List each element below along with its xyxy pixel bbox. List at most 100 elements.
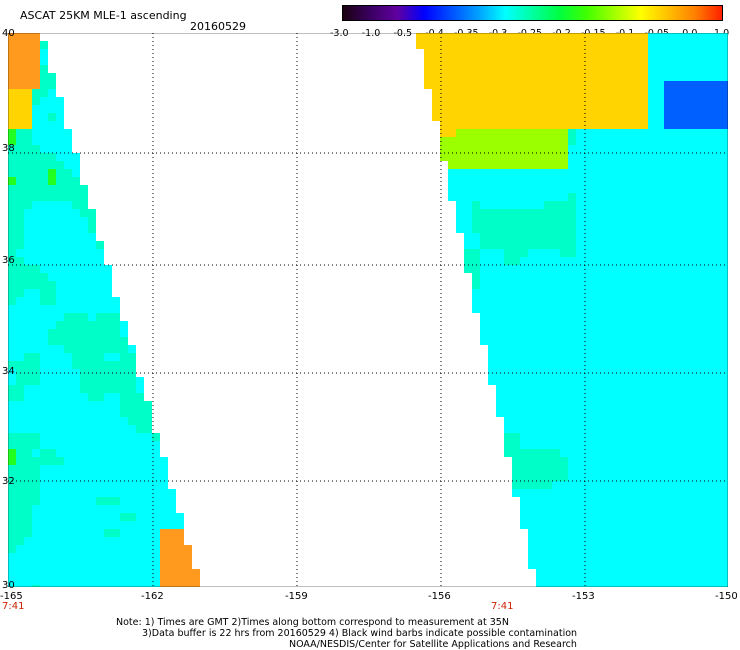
wind-cell: [488, 313, 496, 321]
wind-cell: [712, 241, 720, 249]
wind-cell: [16, 161, 24, 169]
wind-cell: [24, 201, 32, 209]
wind-cell: [656, 265, 664, 273]
wind-cell: [592, 177, 600, 185]
wind-cell: [512, 209, 520, 217]
wind-cell: [648, 49, 656, 57]
wind-cell: [48, 249, 56, 257]
wind-cell: [592, 73, 600, 81]
wind-cell: [712, 457, 720, 465]
wind-cell: [80, 217, 88, 225]
wind-cell: [608, 465, 616, 473]
wind-cell: [576, 217, 584, 225]
wind-cell: [160, 481, 168, 489]
wind-cell: [56, 569, 64, 577]
wind-cell: [136, 417, 144, 425]
wind-cell: [96, 361, 104, 369]
wind-cell: [640, 409, 648, 417]
wind-cell: [592, 321, 600, 329]
wind-cell: [56, 433, 64, 441]
wind-cell: [696, 273, 704, 281]
wind-cell: [40, 481, 48, 489]
wind-cell: [72, 513, 80, 521]
wind-cell: [656, 33, 664, 41]
wind-cell: [480, 137, 488, 145]
note-line-2: 3)Data buffer is 22 hrs from 20160529 4)…: [142, 628, 578, 639]
wind-cell: [8, 433, 16, 441]
wind-cell: [8, 489, 16, 497]
wind-cell: [560, 129, 568, 137]
wind-cell: [656, 481, 664, 489]
wind-cell: [512, 177, 520, 185]
wind-cell: [552, 89, 560, 97]
wind-cell: [8, 249, 16, 257]
wind-cell: [72, 425, 80, 433]
wind-cell: [568, 409, 576, 417]
wind-cell: [64, 225, 72, 233]
wind-cell: [640, 505, 648, 513]
wind-cell: [80, 353, 88, 361]
wind-cell: [648, 233, 656, 241]
wind-cell: [96, 377, 104, 385]
wind-cell: [640, 385, 648, 393]
wind-cell: [64, 321, 72, 329]
wind-cell: [520, 377, 528, 385]
wind-cell: [584, 249, 592, 257]
wind-cell: [608, 569, 616, 577]
wind-cell: [576, 41, 584, 49]
wind-cell: [640, 233, 648, 241]
wind-cell: [112, 401, 120, 409]
wind-cell: [80, 505, 88, 513]
wind-cell: [712, 497, 720, 505]
wind-cell: [592, 33, 600, 41]
wind-cell: [512, 57, 520, 65]
wind-cell: [72, 225, 80, 233]
wind-cell: [544, 481, 552, 489]
wind-cell: [568, 97, 576, 105]
wind-cell: [696, 225, 704, 233]
wind-cell: [560, 521, 568, 529]
wind-cell: [672, 305, 680, 313]
wind-cell: [576, 537, 584, 545]
wind-cell: [624, 65, 632, 73]
wind-cell: [120, 425, 128, 433]
wind-cell: [72, 265, 80, 273]
wind-cell: [96, 569, 104, 577]
wind-cell: [112, 465, 120, 473]
wind-cell: [552, 265, 560, 273]
wind-cell: [8, 529, 16, 537]
wind-cell: [96, 329, 104, 337]
wind-cell: [88, 249, 96, 257]
wind-cell: [88, 273, 96, 281]
wind-cell: [616, 337, 624, 345]
wind-cell: [584, 345, 592, 353]
wind-cell: [464, 65, 472, 73]
wind-cell: [32, 185, 40, 193]
wind-cell: [80, 465, 88, 473]
wind-cell: [40, 281, 48, 289]
wind-cell: [48, 553, 56, 561]
wind-cell: [584, 193, 592, 201]
wind-cell: [680, 353, 688, 361]
wind-cell: [704, 513, 712, 521]
wind-cell: [48, 161, 56, 169]
wind-cell: [616, 105, 624, 113]
wind-cell: [720, 73, 728, 81]
wind-cell: [32, 513, 40, 521]
wind-cell: [560, 201, 568, 209]
wind-cell: [104, 289, 112, 297]
wind-cell: [672, 505, 680, 513]
wind-cell: [592, 265, 600, 273]
wind-cell: [24, 305, 32, 313]
wind-cell: [536, 217, 544, 225]
wind-cell: [528, 545, 536, 553]
wind-cell: [464, 249, 472, 257]
wind-cell: [536, 289, 544, 297]
wind-cell: [560, 193, 568, 201]
wind-cell: [624, 289, 632, 297]
wind-cell: [544, 289, 552, 297]
wind-cell: [536, 201, 544, 209]
wind-cell: [616, 185, 624, 193]
wind-cell: [176, 561, 184, 569]
wind-cell: [608, 313, 616, 321]
